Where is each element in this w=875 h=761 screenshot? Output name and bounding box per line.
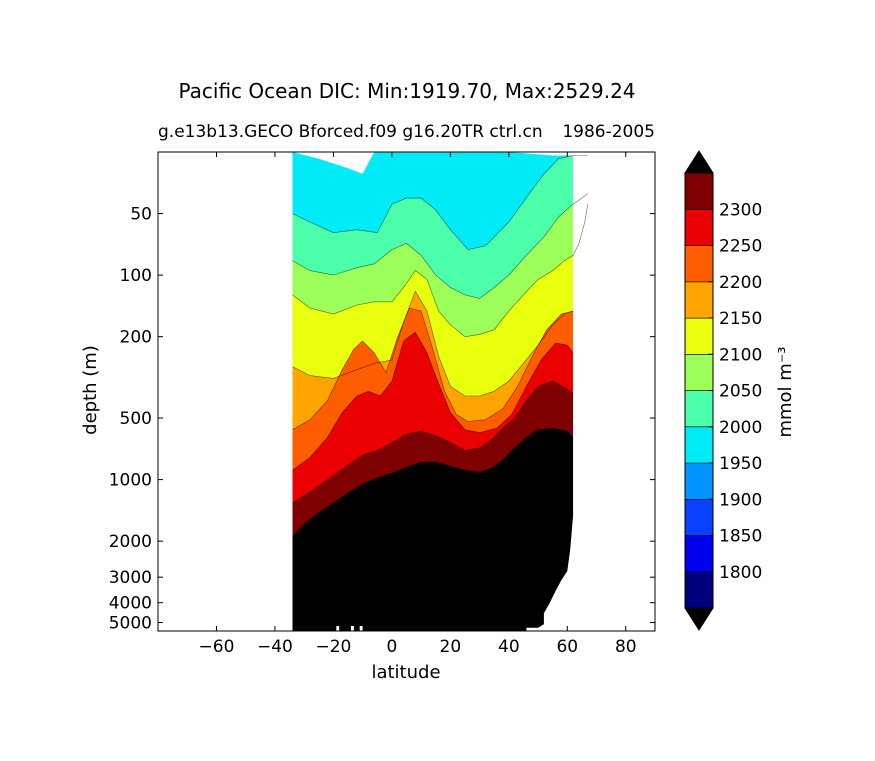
contour-line-2200 xyxy=(292,290,574,397)
contour-line-2150 xyxy=(292,204,589,338)
chart-subtitle-left: g.e13b13.GECO Bforced.f09 g16.20TR ctrl.… xyxy=(158,122,543,142)
colorbar-segment xyxy=(684,245,714,283)
y-tick-label: 4000 xyxy=(109,594,152,614)
y-tick-label: 1000 xyxy=(109,471,152,491)
colorbar-tick-label: 2150 xyxy=(719,309,762,329)
x-tick-label: 0 xyxy=(386,637,397,657)
y-tick-label: 50 xyxy=(130,205,152,225)
colorbar-tick-label: 1800 xyxy=(719,563,762,583)
colorbar-tick-label: 2050 xyxy=(719,382,762,402)
colorbar-tick-label: 2100 xyxy=(719,345,762,365)
x-tick-label: −40 xyxy=(257,637,293,657)
x-tick-label: −20 xyxy=(315,637,351,657)
colorbar-tick-label: 2000 xyxy=(719,418,762,438)
colorbar-tick-label: 1950 xyxy=(719,454,762,474)
colorbar-segment xyxy=(684,172,714,210)
colorbar-segment xyxy=(684,535,714,573)
x-tick-label: 80 xyxy=(615,637,637,657)
colorbar-segment xyxy=(684,281,714,319)
colorbar-tick-label: 2200 xyxy=(719,273,762,293)
colorbar-tick-label: 2300 xyxy=(719,200,762,220)
chart-subtitle-right: 1986-2005 xyxy=(562,122,655,142)
x-tick-label: −60 xyxy=(199,637,235,657)
colorbar-segment xyxy=(684,209,714,246)
y-tick-label: 100 xyxy=(120,266,152,286)
y-tick-label: 200 xyxy=(120,328,152,348)
no-data-cell xyxy=(351,626,354,631)
contour-band-over xyxy=(292,428,574,631)
y-tick-label: 5000 xyxy=(109,614,152,634)
y-tick-label: 500 xyxy=(120,409,152,429)
contour-lines xyxy=(292,155,589,537)
contour-fills xyxy=(292,152,655,631)
colorbar-segment xyxy=(684,571,714,609)
colorbar: 1800 1850 1900 1950 2000 2050 2100 2150 2200 2250… xyxy=(684,150,762,631)
y-tick-label: 2000 xyxy=(109,532,152,552)
x-axis-label: latitude xyxy=(371,662,440,683)
x-tick-label: 60 xyxy=(556,637,578,657)
plot-area: −60 −40 −20 0 20 40 60 80 50 100 200 500 1000 2000 30… xyxy=(109,151,656,657)
x-tick-label: 20 xyxy=(440,637,462,657)
contour-line-over xyxy=(292,427,574,537)
contour-line-2300 xyxy=(292,331,574,471)
colorbar-tick-label: 1900 xyxy=(719,490,762,510)
x-axis: −60 −40 −20 0 20 40 60 80 xyxy=(199,152,637,657)
colorbar-label-text: mmol m⁻³ xyxy=(775,346,796,437)
contour-line-2350 xyxy=(292,380,574,504)
colorbar-segment xyxy=(684,353,714,391)
contour-line-2100 xyxy=(292,193,588,299)
y-axis-label: depth (m) xyxy=(80,345,101,435)
colorbar-label: mmol m⁻³ xyxy=(775,346,796,437)
colorbar-tick-label: 1850 xyxy=(719,527,762,547)
colorbar-tick-label: 2250 xyxy=(719,237,762,257)
no-data-region xyxy=(292,152,655,631)
colorbar-segment xyxy=(684,462,714,500)
contour-line-2050 xyxy=(292,155,588,250)
no-data-cell xyxy=(359,626,363,631)
chart-title: Pacific Ocean DIC: Min:1919.70, Max:2529… xyxy=(178,79,635,103)
colorbar-under-arrow xyxy=(684,607,714,631)
colorbar-over-arrow xyxy=(684,150,714,174)
colorbar-segment xyxy=(684,317,714,355)
colorbar-segment xyxy=(684,390,714,428)
y-tick-label: 3000 xyxy=(109,568,152,588)
x-tick-label: 40 xyxy=(498,637,520,657)
colorbar-segment xyxy=(684,498,714,536)
plot-frame xyxy=(157,151,656,632)
colorbar-segment xyxy=(684,426,714,464)
no-data-cell xyxy=(336,626,340,631)
contour-line-2250 xyxy=(292,307,574,430)
